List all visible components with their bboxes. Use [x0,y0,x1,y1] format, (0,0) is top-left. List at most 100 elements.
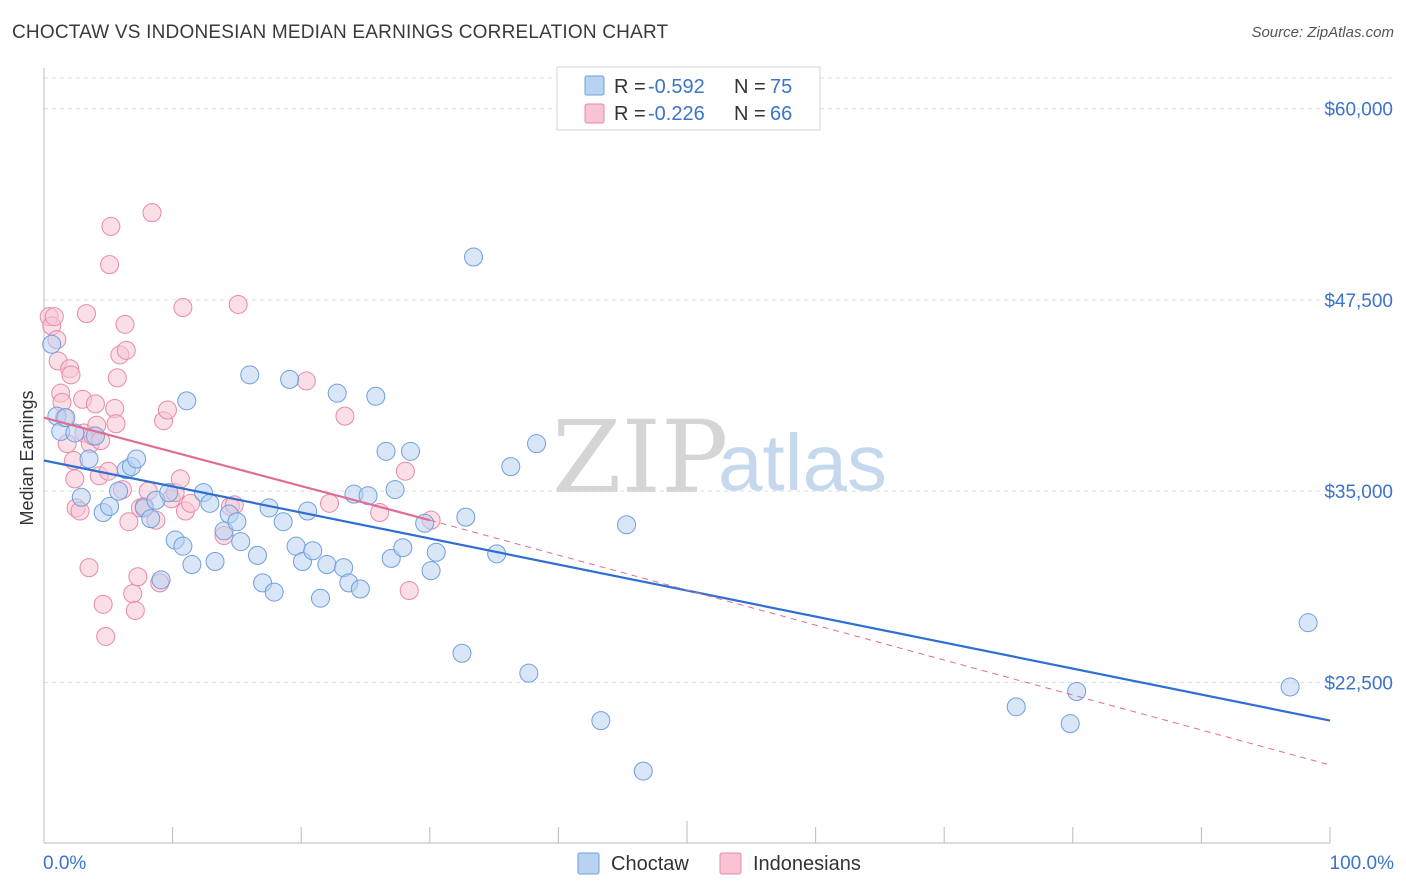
choctaw-point [527,434,547,454]
x-tick-min: 0.0% [43,853,86,874]
indonesian-point [142,203,162,223]
legend-r-label-indonesians: R = [614,103,646,125]
indonesian-point [399,581,419,601]
indonesian-point [76,304,96,324]
indonesian-point [93,594,113,614]
indonesian-point [115,314,135,334]
choctaw-point [173,536,193,556]
choctaw-point [426,542,446,562]
choctaw-point [177,391,197,411]
indonesian-point [296,371,316,391]
watermark-zip: ZIP [552,399,728,516]
watermark-atlas: atlas [718,418,887,507]
choctaw-point [65,423,85,443]
choctaw-point [100,496,120,516]
indonesian-point [157,400,177,420]
trend-extension-indonesians [429,519,1331,766]
indonesian-point [107,368,127,388]
indonesian-point [228,294,248,314]
choctaw-point [200,493,220,513]
choctaw-point [456,507,476,527]
legend-n-label-indonesians: N = [734,103,766,125]
bottom-legend-label-choctaw: Choctaw [611,853,689,875]
trend-lines [43,416,1331,766]
indonesian-point [101,216,121,236]
bottom-legend-label-indonesians: Indonesians [753,853,861,875]
legend-n-value-choctaw: 75 [770,76,792,98]
choctaw-point [79,449,99,469]
choctaw-point [385,480,405,500]
choctaw-point [298,501,318,521]
indonesian-point [116,340,136,360]
choctaw-point [141,509,161,529]
choctaw-point [127,449,147,469]
choctaw-point [1067,682,1087,702]
y-tick-label: $60,000 [1324,100,1393,121]
bottom-legend-swatch-choctaw [577,852,600,875]
legend-r-value-choctaw: -0.592 [648,76,705,98]
series-choctaw [42,247,1318,781]
axes [43,68,1331,844]
choctaw-point [109,481,129,501]
y-tick-label: $22,500 [1324,673,1393,694]
choctaw-point [317,555,337,575]
bottom-legend: Choctaw Indonesians [577,852,861,875]
choctaw-point [159,483,179,503]
choctaw-point [273,512,293,532]
chart-title: CHOCTAW VS INDONESIAN MEDIAN EARNINGS CO… [12,22,669,43]
choctaw-point [205,551,225,571]
choctaw-point [151,570,171,590]
legend: R = -0.592 N = 75 R = -0.226 N = 66 [556,66,821,131]
choctaw-point [227,512,247,532]
choctaw-point [464,247,484,267]
choctaw-point [327,383,347,403]
choctaw-point [421,561,441,581]
indonesian-point [65,469,85,489]
choctaw-point [280,369,300,389]
choctaw-point [591,711,611,731]
choctaw-point [350,579,370,599]
y-tick-label: $35,000 [1324,482,1393,503]
indonesian-point [85,394,105,414]
indonesian-point [181,493,201,513]
indonesian-point [123,584,143,604]
indonesian-point [100,255,120,275]
choctaw-point [366,386,386,406]
indonesian-point [79,558,99,578]
trend-line-indonesians [43,416,431,522]
choctaw-point [617,515,637,535]
indonesian-point [128,567,148,587]
legend-r-label-choctaw: R = [614,76,646,98]
choctaw-point [303,541,323,561]
y-tick-label: $47,500 [1324,291,1393,312]
choctaw-point [633,761,653,781]
choctaw-point [393,538,413,558]
choctaw-point [1006,697,1026,717]
legend-r-value-indonesians: -0.226 [648,103,705,125]
indonesian-point [319,493,339,513]
choctaw-point [519,663,539,683]
choctaw-point [1280,677,1300,697]
choctaw-point [501,457,521,477]
indonesian-point [106,414,126,434]
choctaw-point [401,441,421,461]
choctaw-point [1298,613,1318,633]
choctaw-point [231,532,251,552]
legend-n-label-choctaw: N = [734,76,766,98]
choctaw-point [310,588,330,608]
choctaw-point [264,582,284,602]
indonesian-point [44,307,64,327]
legend-swatch-choctaw [584,75,605,96]
indonesian-point [335,406,355,426]
indonesian-point [395,461,415,481]
chart-source: Source: ZipAtlas.com [1251,24,1394,41]
legend-n-value-indonesians: 66 [770,103,792,125]
choctaw-point [240,365,260,385]
indonesian-point [119,512,139,532]
x-tick-max: 100.0% [1330,853,1395,874]
indonesian-point [96,626,116,646]
choctaw-point [182,555,202,575]
series-indonesians [39,203,441,646]
indonesian-point [173,298,193,317]
